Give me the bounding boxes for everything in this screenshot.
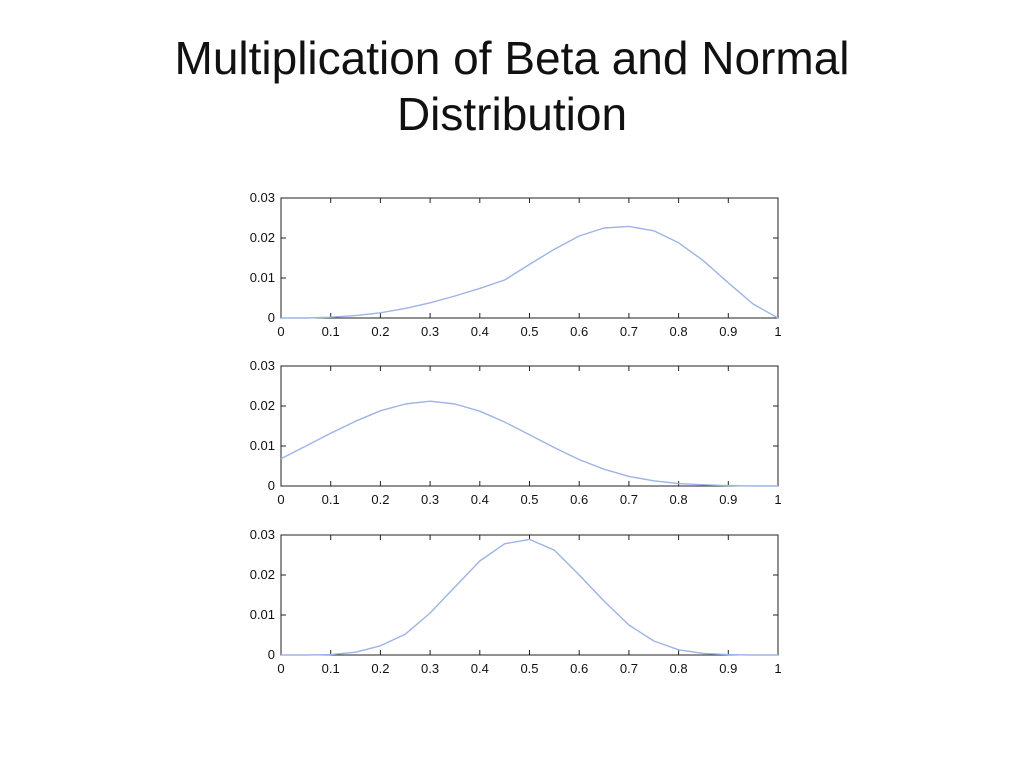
chart-panel-1: 0 0.1 0.2 0.3 0.4 0.5 0.6 0.7 0.8 0.9 1 0 0.01 0.02 0.… <box>250 190 782 339</box>
x-tick-label: 0.4 <box>471 324 489 339</box>
x-tick-label: 0.4 <box>471 661 489 676</box>
x-tick-label: 0.5 <box>520 324 538 339</box>
chart-panel-3: 0 0.1 0.2 0.3 0.4 0.5 0.6 0.7 0.8 0.9 1 0 0.01 0.02 0.… <box>250 527 782 676</box>
series-line <box>281 538 778 656</box>
x-tick-label: 1 <box>774 492 781 507</box>
y-tick-label: 0.02 <box>250 567 275 582</box>
x-tick-label: 1 <box>774 661 781 676</box>
x-tick-label: 0.7 <box>620 492 638 507</box>
x-tick-label: 0.3 <box>421 661 439 676</box>
x-tick-label: 0.1 <box>322 492 340 507</box>
x-tick-label: 0.6 <box>570 324 588 339</box>
x-tick-label: 0.8 <box>670 661 688 676</box>
slide-title: Multiplication of Beta and Normal Distri… <box>0 30 1024 142</box>
y-tick-label: 0.01 <box>250 270 275 285</box>
x-tick-label: 0.8 <box>670 492 688 507</box>
x-tick-label: 0.6 <box>570 492 588 507</box>
plot-frame <box>280 365 779 487</box>
y-tick-label: 0 <box>268 647 275 662</box>
x-tick-label: 0.4 <box>471 492 489 507</box>
x-tick-label: 1 <box>774 324 781 339</box>
x-tick-label: 0.9 <box>719 324 737 339</box>
y-tick-label: 0.03 <box>250 190 275 205</box>
chart-panel-2: 0 0.1 0.2 0.3 0.4 0.5 0.6 0.7 0.8 0.9 1 0 0.01 0.02 0.… <box>250 358 782 507</box>
series-line <box>280 400 778 487</box>
x-tick-label: 0.9 <box>719 661 737 676</box>
y-tick-label: 0.03 <box>250 527 275 542</box>
x-tick-label: 0.6 <box>570 661 588 676</box>
slide-title-line-1: Multiplication of Beta and Normal <box>174 32 850 84</box>
series-line <box>281 225 779 319</box>
x-tick-label: 0.7 <box>620 661 638 676</box>
x-tick-label: 0 <box>277 492 284 507</box>
x-tick-label: 0.8 <box>670 324 688 339</box>
x-tick-label: 0.2 <box>371 324 389 339</box>
y-tick-label: 0 <box>268 310 275 325</box>
y-tick-label: 0.03 <box>250 358 275 373</box>
x-tick-label: 0.9 <box>719 492 737 507</box>
x-tick-label: 0 <box>277 661 284 676</box>
y-tick-label: 0.02 <box>250 398 275 413</box>
y-tick-label: 0.01 <box>250 607 275 622</box>
x-tick-label: 0.3 <box>421 492 439 507</box>
y-tick-label: 0 <box>268 478 275 493</box>
x-tick-label: 0.2 <box>371 661 389 676</box>
y-tick-label: 0.02 <box>250 230 275 245</box>
x-tick-label: 0.5 <box>520 661 538 676</box>
x-tick-label: 0.3 <box>421 324 439 339</box>
x-tick-label: 0 <box>277 324 284 339</box>
plot-frame <box>280 197 779 319</box>
y-tick-label: 0.01 <box>250 438 275 453</box>
x-tick-label: 0.7 <box>620 324 638 339</box>
x-tick-label: 0.5 <box>520 492 538 507</box>
x-tick-label: 0.1 <box>322 324 340 339</box>
x-tick-label: 0.2 <box>371 492 389 507</box>
x-tick-label: 0.1 <box>322 661 340 676</box>
slide-title-line-2: Distribution <box>396 88 628 140</box>
plot-frame <box>280 534 779 656</box>
